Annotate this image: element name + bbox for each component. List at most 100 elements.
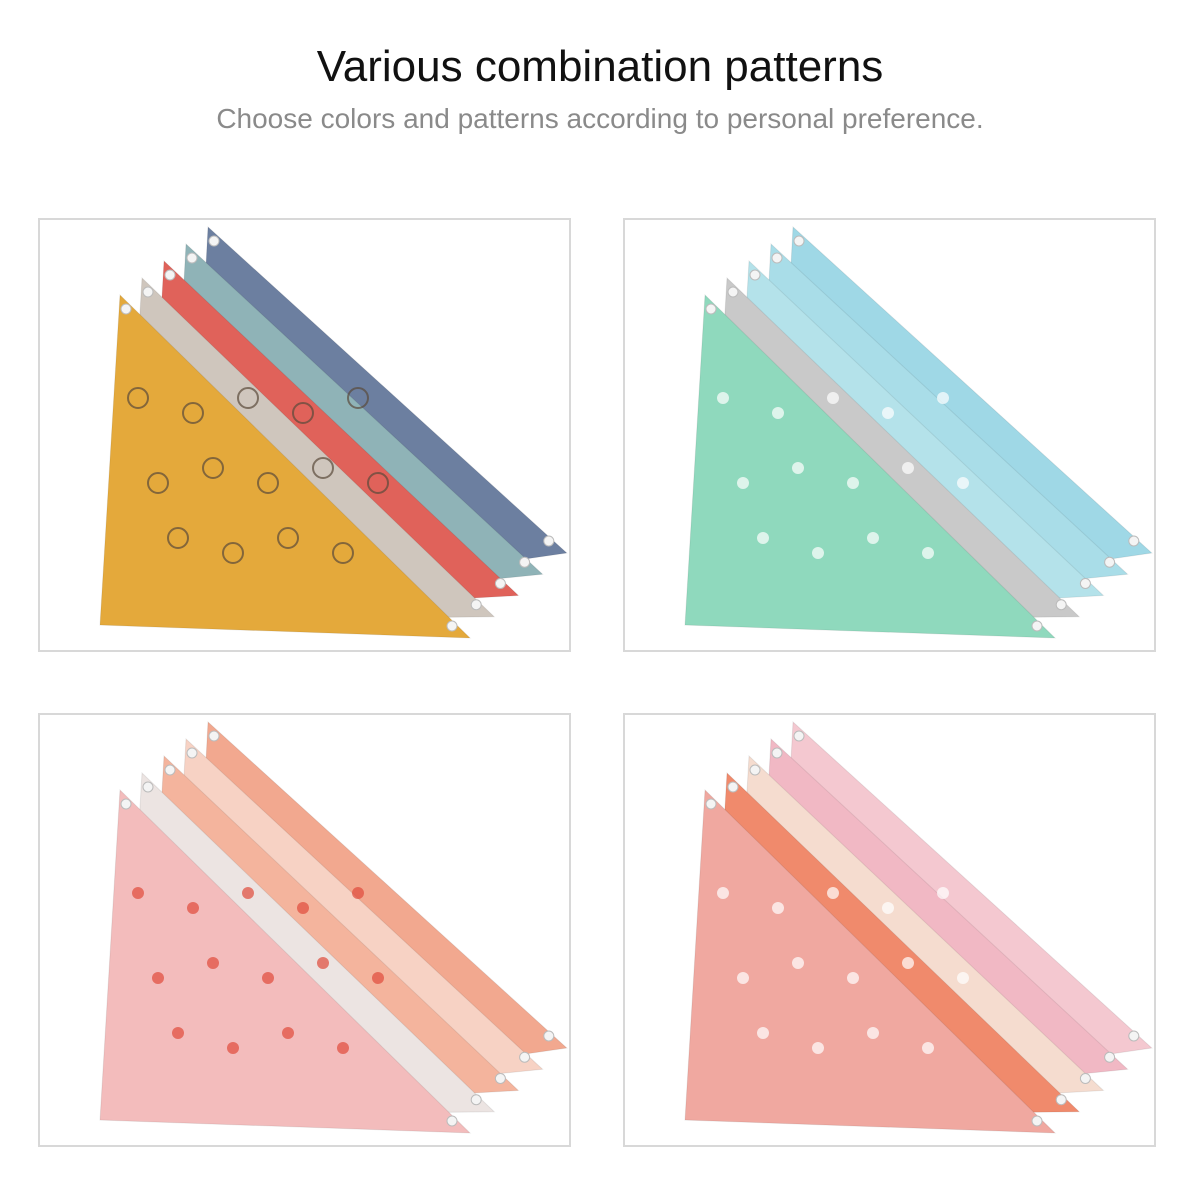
bib <box>684 293 1057 639</box>
pattern-dot <box>867 1027 879 1039</box>
pattern-dot <box>882 902 894 914</box>
snap-button <box>793 730 805 742</box>
snap-button <box>186 747 198 759</box>
pattern-dot <box>202 457 224 479</box>
pattern-dot <box>367 472 389 494</box>
snap-button <box>1055 599 1067 611</box>
snap-button <box>543 535 555 547</box>
snap-button <box>446 620 458 632</box>
pattern-dot <box>292 402 314 424</box>
photo-panel <box>38 218 571 652</box>
pattern-dot <box>812 1042 824 1054</box>
snap-button <box>771 747 783 759</box>
snap-button <box>120 798 132 810</box>
snap-button <box>1079 578 1091 589</box>
pattern-dot <box>957 972 969 984</box>
pattern-dot <box>337 1042 349 1054</box>
snap-button <box>519 556 531 568</box>
snap-button <box>727 286 739 298</box>
snap-button <box>1055 1094 1067 1106</box>
pattern-dot <box>847 477 859 489</box>
snap-button <box>1079 1073 1091 1084</box>
title: Various combination patterns <box>316 42 884 91</box>
snap-button <box>727 781 739 793</box>
snap-button <box>494 1073 506 1084</box>
snap-button <box>1128 1030 1140 1042</box>
pattern-dot <box>757 532 769 544</box>
snap-button <box>705 798 717 810</box>
pattern-dot <box>957 477 969 489</box>
pattern-dot <box>147 472 169 494</box>
snap-button <box>494 578 506 589</box>
snap-button <box>1031 1115 1043 1127</box>
pattern-dot <box>757 1027 769 1039</box>
snap-button <box>446 1115 458 1127</box>
pattern-dot <box>227 1042 239 1054</box>
pattern-dot <box>792 462 804 474</box>
snap-button <box>208 235 220 247</box>
pattern-dot <box>182 402 204 424</box>
bib <box>99 293 472 639</box>
pattern-dot <box>902 462 914 474</box>
pattern-dot <box>352 887 364 899</box>
pattern-dot <box>317 957 329 969</box>
snap-button <box>1104 1051 1116 1063</box>
snap-button <box>749 764 761 776</box>
bib <box>99 788 472 1134</box>
pattern-dot <box>812 547 824 559</box>
pattern-dot <box>242 887 254 899</box>
snap-button <box>470 599 482 611</box>
photo-panel <box>623 218 1156 652</box>
pattern-dot <box>827 392 839 404</box>
pattern-dot <box>347 387 369 409</box>
pattern-dot <box>207 957 219 969</box>
snap-button <box>164 764 176 776</box>
pattern-dot <box>937 392 949 404</box>
snap-button <box>749 269 761 281</box>
pattern-dot <box>312 457 334 479</box>
pattern-dot <box>792 957 804 969</box>
subtitle: Choose colors and patterns according to … <box>216 103 984 134</box>
photo-panel <box>38 713 571 1147</box>
pattern-dot <box>187 902 199 914</box>
pattern-dot <box>937 887 949 899</box>
snap-button <box>771 252 783 264</box>
pattern-dot <box>222 542 244 564</box>
pattern-dot <box>882 407 894 419</box>
pattern-dot <box>372 972 384 984</box>
snap-button <box>543 1030 555 1042</box>
pattern-dot <box>297 902 309 914</box>
snap-button <box>142 781 154 793</box>
pattern-dot <box>172 1027 184 1039</box>
pattern-dot <box>257 472 279 494</box>
pattern-dot <box>262 972 274 984</box>
pattern-dot <box>737 972 749 984</box>
snap-button <box>1104 556 1116 568</box>
snap-button <box>1031 620 1043 632</box>
pattern-dot <box>922 1042 934 1054</box>
pattern-dot <box>867 532 879 544</box>
photo-panel <box>623 713 1156 1147</box>
pattern-dot <box>847 972 859 984</box>
snap-button <box>793 235 805 247</box>
pattern-dot <box>277 527 299 549</box>
snap-button <box>470 1094 482 1106</box>
snap-button <box>1128 535 1140 547</box>
pattern-dot <box>827 887 839 899</box>
pattern-dot <box>132 887 144 899</box>
pattern-dot <box>237 387 259 409</box>
pattern-dot <box>282 1027 294 1039</box>
pattern-dot <box>127 387 149 409</box>
snap-button <box>164 269 176 281</box>
pattern-dot <box>772 407 784 419</box>
snap-button <box>208 730 220 742</box>
pattern-dot <box>332 542 354 564</box>
pattern-dot <box>152 972 164 984</box>
pattern-dot <box>737 477 749 489</box>
snap-button <box>705 303 717 315</box>
pattern-dot <box>167 527 189 549</box>
pattern-dot <box>922 547 934 559</box>
snap-button <box>519 1051 531 1063</box>
